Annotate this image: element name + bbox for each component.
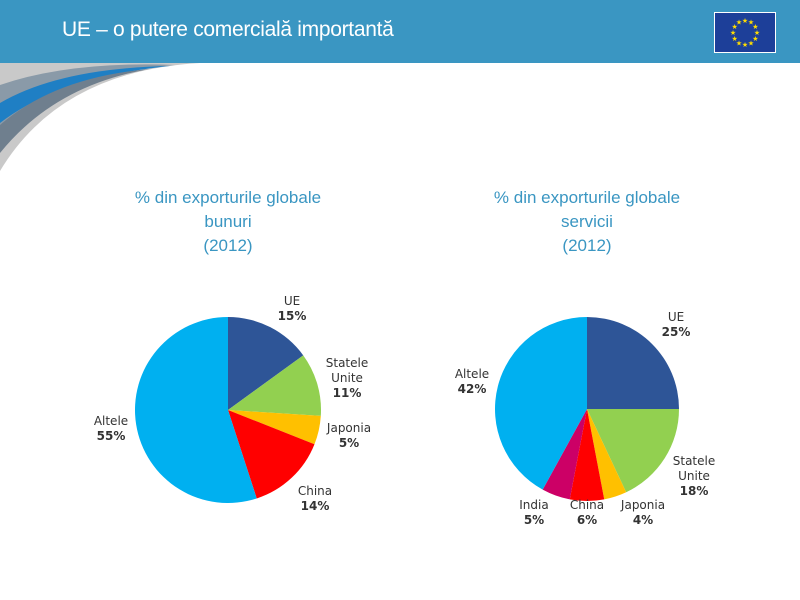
pie-slice-ue xyxy=(228,317,304,410)
slice-value-label: 15% xyxy=(278,309,307,323)
chart-title-line: % din exporturile globale xyxy=(493,188,681,207)
flag-star-icon: ★ xyxy=(752,35,758,43)
flag-star-icon: ★ xyxy=(742,17,748,25)
slice-value-label: 42% xyxy=(458,382,487,396)
slice-value-label: 14% xyxy=(301,499,330,513)
slice-value-label: 5% xyxy=(339,436,359,450)
flag-star-icon: ★ xyxy=(736,19,742,27)
chart-title-line: (2012) xyxy=(203,236,253,255)
flag-star-icon: ★ xyxy=(748,19,754,27)
slice-value-label: 5% xyxy=(524,513,544,527)
flag-star-icon: ★ xyxy=(752,23,758,31)
slice-value-label: 55% xyxy=(97,429,126,443)
flag-star-icon: ★ xyxy=(754,29,760,37)
slice-value-label: 18% xyxy=(680,484,709,498)
chart-title-line: servicii xyxy=(561,212,613,231)
flag-star-icon: ★ xyxy=(730,29,736,37)
slice-value-label: 11% xyxy=(333,386,362,400)
header-bar: UE – o putere comercială importantă ★ ★ ★ ★… xyxy=(0,0,800,63)
slice-label: China xyxy=(570,498,604,512)
slice-label: India xyxy=(519,498,548,512)
slice-value-label: 4% xyxy=(633,513,653,527)
pie-slice-japonia xyxy=(587,409,627,500)
slice-label: UE xyxy=(668,310,684,324)
chart-title-line: bunuri xyxy=(204,212,252,231)
page-title: UE – o putere comercială importantă xyxy=(62,18,394,41)
eu-flag-icon: ★ ★ ★ ★ ★ ★ ★ ★ ★ ★ ★ ★ xyxy=(714,12,776,53)
slice-value-label: 25% xyxy=(662,325,691,339)
chart-title-line: % din exporturile globale xyxy=(134,188,322,207)
slice-label: Altele xyxy=(455,367,489,381)
pie-slice-japonia xyxy=(228,410,321,445)
chart-title-line: (2012) xyxy=(562,236,612,255)
pie-slice-altele xyxy=(494,317,587,490)
decorative-swoosh xyxy=(0,63,200,171)
pie-slice-ue xyxy=(587,317,679,409)
slice-label: Unite xyxy=(678,469,710,483)
pie-slice-statele-unite xyxy=(587,409,679,493)
pie-slice-india xyxy=(542,409,587,500)
slice-label: Altele xyxy=(94,414,128,428)
slice-label: Japonia xyxy=(326,421,371,435)
slice-label: China xyxy=(298,484,332,498)
slice-label: Japonia xyxy=(620,498,665,512)
flag-star-icon: ★ xyxy=(731,35,737,43)
pie-slice-altele xyxy=(135,317,257,503)
pie-slice-statele-unite xyxy=(228,355,322,416)
slice-value-label: 6% xyxy=(577,513,597,527)
slice-label: Unite xyxy=(331,371,363,385)
slice-label: Statele xyxy=(673,454,715,468)
pie-slice-china xyxy=(228,410,315,499)
pie-slice-china xyxy=(569,409,605,501)
flag-star-icon: ★ xyxy=(742,41,748,49)
chart-title-services: % din exporturile globale servicii (2012… xyxy=(437,186,737,258)
flag-star-icon: ★ xyxy=(731,23,737,31)
slice-label: UE xyxy=(284,294,300,308)
slice-label: Statele xyxy=(326,356,368,370)
chart-title-goods: % din exporturile globale bunuri (2012) xyxy=(78,186,378,258)
flag-star-icon: ★ xyxy=(748,39,754,47)
flag-star-icon: ★ xyxy=(736,39,742,47)
